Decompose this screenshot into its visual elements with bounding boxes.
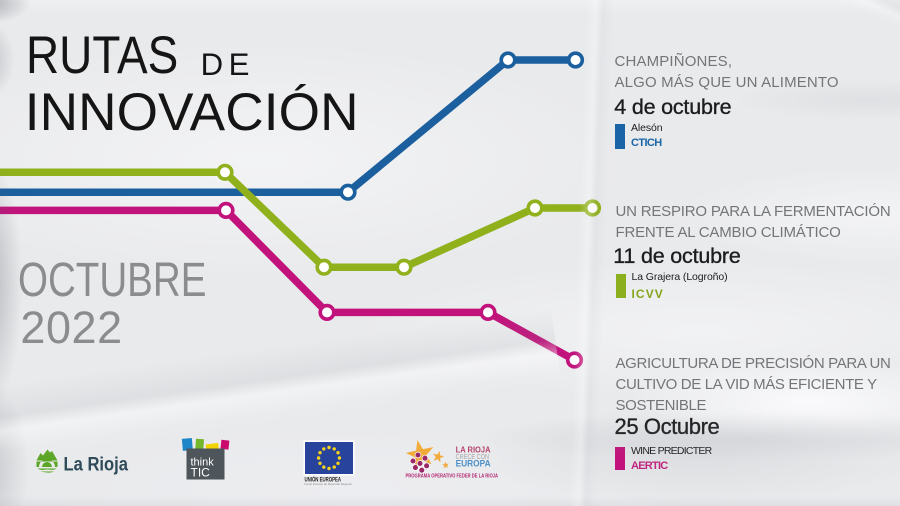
svg-text:La Rioja: La Rioja	[64, 455, 129, 476]
svg-text:CRECE CON: CRECE CON	[456, 454, 490, 461]
svg-text:PROGRAMA OPERATIVO FEDER DE LA: PROGRAMA OPERATIVO FEDER DE LA RIOJA	[406, 473, 499, 479]
svg-text:TIC: TIC	[191, 466, 211, 480]
svg-text:Fondo Europeo de Desarrollo Re: Fondo Europeo de Desarrollo Regional	[305, 482, 352, 486]
svg-text:LA RIOJA: LA RIOJA	[456, 445, 491, 455]
svg-text:EUROPA: EUROPA	[456, 459, 491, 470]
svg-text:think: think	[191, 457, 215, 469]
svg-text:UNIÓN EUROPEA: UNIÓN EUROPEA	[305, 475, 342, 484]
